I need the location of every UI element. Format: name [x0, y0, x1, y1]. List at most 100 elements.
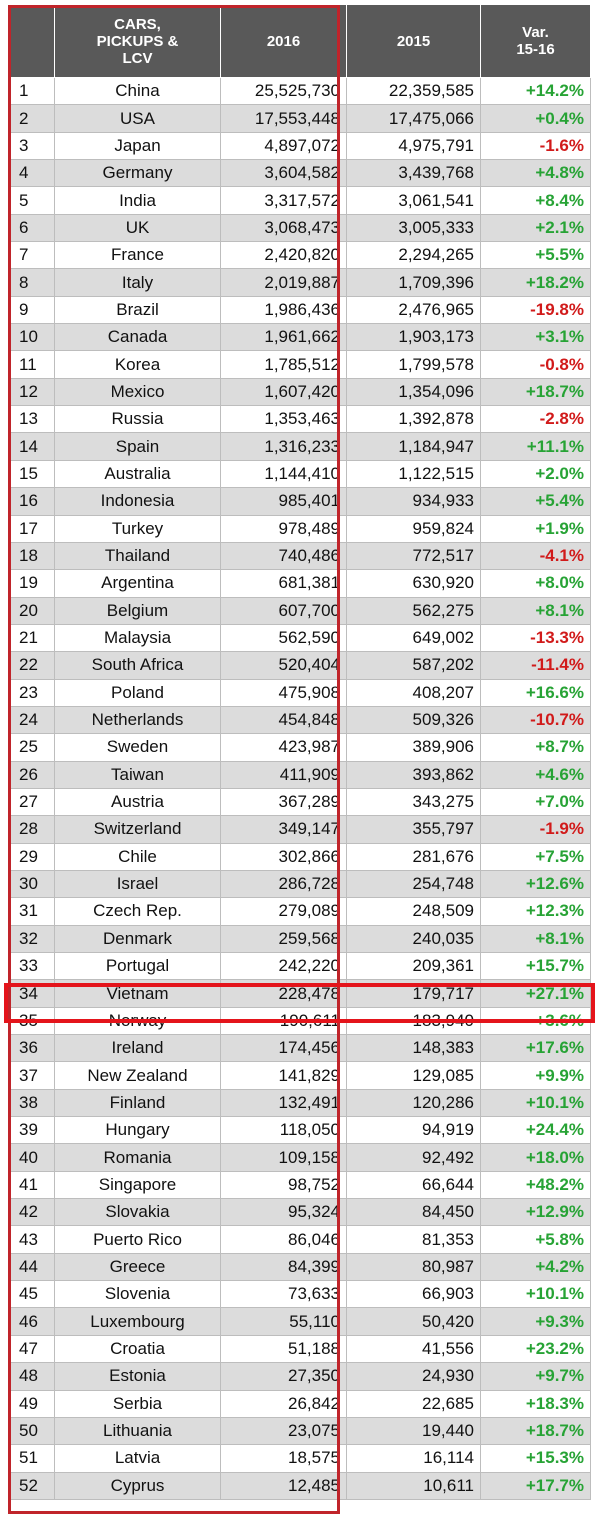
table-row: 39 Hungary 118,050 94,919 +24.4% — [8, 1116, 591, 1145]
variation-cell: -1.9% — [480, 815, 591, 844]
sales-2015-cell: 22,685 — [346, 1389, 481, 1418]
country-cell: Portugal — [54, 951, 221, 981]
table-row: 15 Australia 1,144,410 1,122,515 +2.0% — [8, 459, 591, 489]
table-row: 46 Luxembourg 55,110 50,420 +9.3% — [8, 1307, 591, 1336]
sales-2015-cell: 959,824 — [346, 514, 481, 543]
variation-cell: +2.0% — [480, 459, 591, 489]
sales-2015-cell: 94,919 — [346, 1116, 481, 1145]
sales-2015-cell: 389,906 — [346, 733, 481, 762]
variation-cell: +3.1% — [480, 323, 591, 352]
table-row: 23 Poland 475,908 408,207 +16.6% — [8, 678, 591, 707]
sales-2015-cell: 1,392,878 — [346, 405, 481, 434]
table-row: 48 Estonia 27,350 24,930 +9.7% — [8, 1362, 591, 1391]
country-cell: Sweden — [54, 733, 221, 762]
rank-cell: 5 — [8, 186, 55, 215]
variation-cell: +4.6% — [480, 760, 591, 789]
sales-2016-cell: 174,456 — [220, 1034, 347, 1063]
rank-cell: 20 — [8, 596, 55, 625]
rank-cell: 6 — [8, 213, 55, 243]
variation-cell: +7.0% — [480, 787, 591, 817]
variation-cell: -19.8% — [480, 295, 591, 325]
sales-2016-cell: 286,728 — [220, 869, 347, 899]
header-row: CARS, PICKUPS & LCV 2016 2015 Var. 15-16 — [8, 4, 591, 78]
sales-2016-cell: 367,289 — [220, 787, 347, 817]
sales-2016-cell: 1,353,463 — [220, 405, 347, 434]
country-cell: Malaysia — [54, 623, 221, 653]
rank-cell: 42 — [8, 1198, 55, 1227]
variation-cell: +9.7% — [480, 1362, 591, 1391]
rank-cell: 41 — [8, 1170, 55, 1200]
table-row: 43 Puerto Rico 86,046 81,353 +5.8% — [8, 1225, 591, 1254]
header-rank — [8, 4, 55, 78]
sales-2015-cell: 2,476,965 — [346, 295, 481, 325]
country-cell: Puerto Rico — [54, 1225, 221, 1254]
country-cell: Mexico — [54, 377, 221, 407]
table-row: 41 Singapore 98,752 66,644 +48.2% — [8, 1170, 591, 1200]
sales-2016-cell: 118,050 — [220, 1116, 347, 1145]
sales-2016-cell: 985,401 — [220, 487, 347, 516]
sales-2016-cell: 27,350 — [220, 1362, 347, 1391]
table-row: 31 Czech Rep. 279,089 248,509 +12.3% — [8, 897, 591, 926]
sales-2016-cell: 141,829 — [220, 1061, 347, 1090]
variation-cell: +48.2% — [480, 1170, 591, 1200]
rank-cell: 24 — [8, 705, 55, 735]
table-row: 30 Israel 286,728 254,748 +12.6% — [8, 869, 591, 899]
table-row: 47 Croatia 51,188 41,556 +23.2% — [8, 1334, 591, 1364]
sales-2016-cell: 73,633 — [220, 1280, 347, 1309]
sales-2015-cell: 509,326 — [346, 705, 481, 735]
rank-cell: 3 — [8, 131, 55, 161]
sales-2016-cell: 978,489 — [220, 514, 347, 543]
sales-2015-cell: 66,903 — [346, 1280, 481, 1309]
variation-cell: +8.7% — [480, 733, 591, 762]
country-cell: Indonesia — [54, 487, 221, 516]
rank-cell: 2 — [8, 104, 55, 133]
variation-cell: +12.9% — [480, 1198, 591, 1227]
sales-2015-cell: 281,676 — [346, 842, 481, 871]
variation-cell: +1.9% — [480, 514, 591, 543]
country-cell: Italy — [54, 268, 221, 297]
country-cell: Israel — [54, 869, 221, 899]
sales-2016-cell: 1,316,233 — [220, 432, 347, 461]
variation-cell: +4.2% — [480, 1252, 591, 1282]
sales-2016-cell: 3,068,473 — [220, 213, 347, 243]
rank-cell: 43 — [8, 1225, 55, 1254]
country-cell: Croatia — [54, 1334, 221, 1364]
country-cell: Latvia — [54, 1444, 221, 1473]
variation-cell: -1.6% — [480, 131, 591, 161]
variation-cell: +24.4% — [480, 1116, 591, 1145]
sales-2016-cell: 302,866 — [220, 842, 347, 871]
rank-cell: 15 — [8, 459, 55, 489]
sales-2016-cell: 190,611 — [220, 1006, 347, 1036]
rank-cell: 16 — [8, 487, 55, 516]
table-row: 45 Slovenia 73,633 66,903 +10.1% — [8, 1280, 591, 1309]
country-cell: China — [54, 76, 221, 106]
table-row: 28 Switzerland 349,147 355,797 -1.9% — [8, 815, 591, 844]
country-cell: Germany — [54, 159, 221, 188]
rank-cell: 7 — [8, 241, 55, 270]
table-row: 10 Canada 1,961,662 1,903,173 +3.1% — [8, 323, 591, 352]
sales-2015-cell: 19,440 — [346, 1416, 481, 1446]
sales-2015-cell: 92,492 — [346, 1143, 481, 1172]
sales-2015-cell: 183,940 — [346, 1006, 481, 1036]
sales-2015-cell: 129,085 — [346, 1061, 481, 1090]
country-cell: Hungary — [54, 1116, 221, 1145]
sales-2015-cell: 1,122,515 — [346, 459, 481, 489]
table-row: 22 South Africa 520,404 587,202 -11.4% — [8, 651, 591, 680]
sales-2015-cell: 3,061,541 — [346, 186, 481, 215]
table-row: 2 USA 17,553,448 17,475,066 +0.4% — [8, 104, 591, 133]
country-cell: Vietnam — [54, 979, 221, 1008]
table-body: 1 China 25,525,730 22,359,585 +14.2% 2 USA 17,5… — [8, 76, 591, 1500]
sales-2015-cell: 84,450 — [346, 1198, 481, 1227]
variation-cell: +8.4% — [480, 186, 591, 215]
table-row: 20 Belgium 607,700 562,275 +8.1% — [8, 596, 591, 625]
variation-cell: +0.4% — [480, 104, 591, 133]
sales-2016-cell: 454,848 — [220, 705, 347, 735]
sales-2015-cell: 649,002 — [346, 623, 481, 653]
variation-cell: -11.4% — [480, 651, 591, 680]
rank-cell: 13 — [8, 405, 55, 434]
sales-2016-cell: 109,158 — [220, 1143, 347, 1172]
variation-cell: +7.5% — [480, 842, 591, 871]
header-2016: 2016 — [220, 4, 347, 78]
variation-cell: +15.7% — [480, 951, 591, 981]
sales-2016-cell: 562,590 — [220, 623, 347, 653]
